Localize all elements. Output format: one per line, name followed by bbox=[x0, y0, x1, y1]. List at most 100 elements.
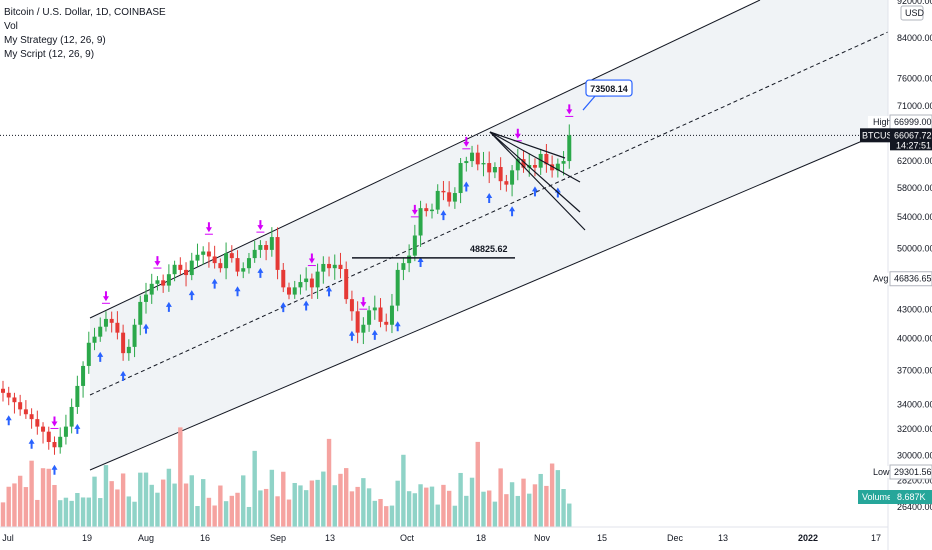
candle-body bbox=[367, 310, 372, 325]
volume-bar bbox=[69, 500, 74, 527]
volume-bar bbox=[567, 503, 572, 527]
buy-signal-arrow bbox=[97, 351, 104, 362]
sell-signal-arrow bbox=[51, 416, 58, 427]
candle-body bbox=[184, 269, 189, 276]
volume-bar bbox=[464, 495, 469, 527]
volume-bar bbox=[332, 485, 337, 527]
volume-bar bbox=[384, 506, 389, 527]
legend-script[interactable]: My Script (12, 26, 9) bbox=[4, 49, 95, 60]
volume-bar bbox=[235, 492, 240, 527]
buy-signal-arrow bbox=[463, 181, 470, 192]
candle-body bbox=[327, 263, 332, 269]
volume-bar bbox=[303, 490, 309, 527]
candle-body bbox=[481, 163, 486, 165]
candle-body bbox=[395, 269, 400, 306]
volume-value: 8.687K bbox=[897, 492, 926, 502]
legend-strategy[interactable]: My Strategy (12, 26, 9) bbox=[4, 35, 106, 46]
candle-body bbox=[281, 269, 286, 288]
volume-bar bbox=[344, 468, 349, 527]
candle-body bbox=[458, 163, 463, 194]
volume-bar bbox=[549, 463, 555, 527]
buy-signal-arrow bbox=[188, 290, 195, 301]
time-tick-label: 2022 bbox=[798, 533, 818, 543]
volume-bar bbox=[103, 465, 109, 527]
channel-lower-line bbox=[89, 129, 889, 471]
legend-vol[interactable]: Vol bbox=[4, 21, 18, 32]
volume-bar bbox=[80, 497, 86, 527]
candle-body bbox=[372, 307, 377, 311]
volume-bar bbox=[498, 468, 503, 527]
candle-body bbox=[435, 190, 440, 210]
candle-body bbox=[492, 167, 497, 173]
callout-label: 73508.14 bbox=[590, 84, 628, 94]
price-tick-label: 62000.00 bbox=[897, 156, 932, 166]
candle-body bbox=[132, 324, 137, 347]
channel-middle-line bbox=[89, 31, 889, 396]
candle-body bbox=[441, 190, 446, 193]
volume-bar bbox=[469, 477, 475, 527]
sell-signal-arrow bbox=[205, 222, 212, 233]
price-tick-label: 92000.00 bbox=[897, 0, 932, 6]
candle-body bbox=[92, 336, 97, 343]
candle-body bbox=[258, 245, 263, 250]
time-tick-label: 17 bbox=[871, 533, 881, 543]
current-value-label: 66067.72 bbox=[894, 130, 932, 140]
buy-signal-arrow bbox=[348, 330, 355, 341]
volume-bar bbox=[561, 489, 566, 527]
time-axis[interactable]: Jul 19 Aug 16 Sep 13 Oct 18 Nov 15 Dec 13 2022 17 bbox=[0, 526, 888, 543]
fan-line bbox=[489, 131, 581, 183]
candle-body bbox=[544, 153, 549, 165]
volume-bar bbox=[115, 489, 120, 527]
candle-body bbox=[126, 346, 131, 354]
time-tick-label: Aug bbox=[138, 533, 154, 543]
volume-bar bbox=[189, 475, 194, 527]
sell-signal-arrow bbox=[514, 128, 521, 139]
price-tick-label: 37000.00 bbox=[897, 365, 932, 375]
buy-signal-arrow bbox=[211, 278, 218, 289]
candle-body bbox=[287, 287, 291, 295]
candle-body bbox=[269, 237, 274, 250]
volume-bar bbox=[406, 491, 412, 527]
candle-body bbox=[212, 256, 217, 264]
volume-bar bbox=[40, 468, 46, 527]
candle-body bbox=[149, 283, 154, 295]
volume-bar bbox=[309, 480, 315, 527]
candle-body bbox=[35, 419, 40, 427]
legend-title[interactable]: Bitcoin / U.S. Dollar, 1D, COINBASE bbox=[4, 7, 166, 18]
volume-bar bbox=[6, 486, 11, 527]
volume-bar bbox=[418, 484, 423, 527]
volume-bar bbox=[212, 505, 217, 527]
candle-body bbox=[401, 263, 406, 270]
volume-bar bbox=[35, 499, 40, 527]
time-tick-label: 19 bbox=[82, 533, 92, 543]
candle-body bbox=[172, 264, 177, 275]
volume-bar bbox=[241, 475, 246, 527]
candle-body bbox=[52, 442, 57, 448]
time-tick-label: Dec bbox=[667, 533, 684, 543]
candle-body bbox=[498, 167, 503, 182]
candle-body bbox=[378, 307, 383, 322]
channel-upper-line bbox=[89, 0, 761, 319]
volume-bar bbox=[446, 490, 452, 527]
volume-bar bbox=[389, 505, 395, 527]
price-tick-label: 26400.00 bbox=[897, 502, 932, 512]
sell-signal-arrow bbox=[411, 204, 418, 215]
candle-body bbox=[447, 192, 452, 202]
volume-bar bbox=[281, 471, 286, 527]
channel-fill bbox=[90, 0, 888, 470]
currency-label: USD bbox=[905, 8, 925, 18]
volume-bar bbox=[527, 493, 532, 527]
buy-signal-arrow bbox=[486, 193, 493, 204]
low-tag-label: Low bbox=[873, 467, 890, 477]
candle-body bbox=[452, 193, 457, 202]
buy-signal-arrow bbox=[440, 210, 447, 221]
candle-body bbox=[430, 209, 434, 212]
volume-bar bbox=[475, 441, 480, 527]
volume-bar bbox=[361, 478, 366, 527]
volume-bar bbox=[338, 473, 343, 527]
volume-bar bbox=[555, 470, 561, 527]
candle-body bbox=[550, 164, 555, 171]
volume-bar bbox=[0, 502, 6, 527]
